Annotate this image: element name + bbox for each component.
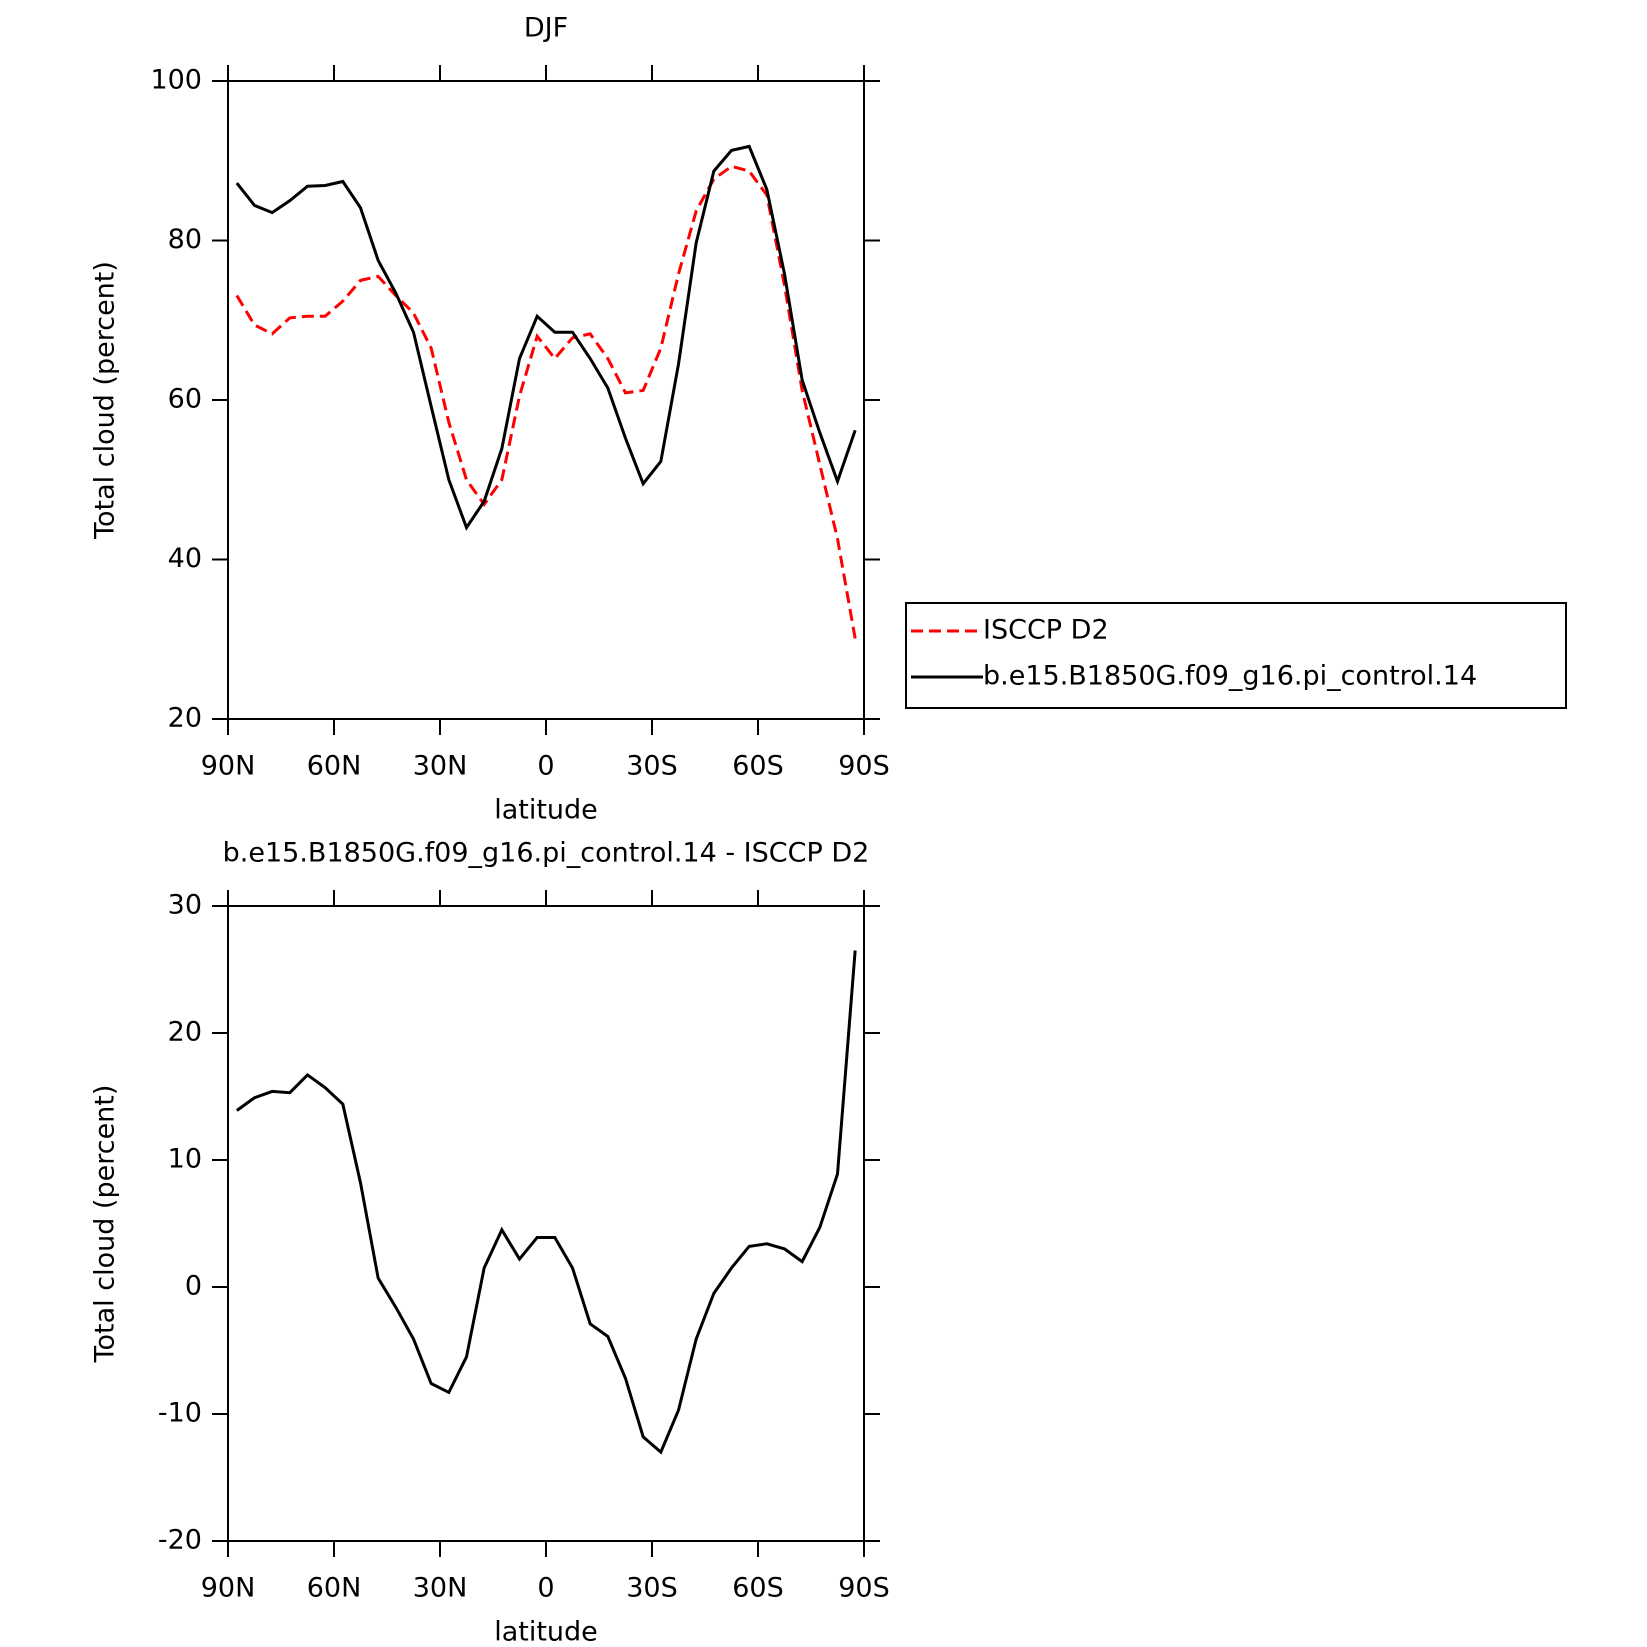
chart-title: b.e15.B1850G.f09_g16.pi_control.14 - ISC… <box>223 838 870 869</box>
x-tick-label: 90S <box>838 751 890 782</box>
x-tick-label: 0 <box>537 1573 554 1604</box>
plot-frame <box>227 905 865 1542</box>
legend-box <box>905 602 1567 709</box>
x-tick-label: 0 <box>537 751 554 782</box>
x-tick-label: 60N <box>307 751 362 782</box>
data-line <box>235 950 857 1455</box>
x-tick-label: 30S <box>626 751 678 782</box>
y-tick-label: 40 <box>168 543 202 574</box>
y-tick-label: 60 <box>168 384 202 415</box>
x-tick-label: 60N <box>307 1573 362 1604</box>
y-axis-label: Total cloud (percent) <box>90 1085 121 1364</box>
x-tick-label: 60S <box>732 1573 784 1604</box>
x-tick-label: 30N <box>413 1573 468 1604</box>
y-tick-label: 20 <box>168 1017 202 1048</box>
plot-frame <box>227 80 865 720</box>
x-tick-label: 60S <box>732 751 784 782</box>
x-tick-label: 30S <box>626 1573 678 1604</box>
y-tick-label: 10 <box>168 1144 202 1175</box>
y-tick-label: -20 <box>158 1525 202 1556</box>
y-tick-label: 30 <box>168 890 202 921</box>
x-tick-label: 90N <box>201 1573 256 1604</box>
data-line <box>235 144 857 531</box>
data-line <box>235 164 857 639</box>
y-tick-label: -10 <box>158 1398 202 1429</box>
y-tick-label: 0 <box>185 1271 202 1302</box>
chart-title: DJF <box>524 13 568 44</box>
y-tick-label: 80 <box>168 224 202 255</box>
x-axis-label: latitude <box>494 795 598 826</box>
x-tick-label: 30N <box>413 751 468 782</box>
y-tick-label: 20 <box>168 703 202 734</box>
y-tick-label: 100 <box>150 65 202 96</box>
x-tick-label: 90S <box>838 1573 890 1604</box>
x-tick-label: 90N <box>201 751 256 782</box>
legend-label: b.e15.B1850G.f09_g16.pi_control.14 <box>983 661 1477 692</box>
y-axis-label: Total cloud (percent) <box>90 261 121 540</box>
legend-label: ISCCP D2 <box>983 615 1109 646</box>
x-axis-label: latitude <box>494 1617 598 1647</box>
